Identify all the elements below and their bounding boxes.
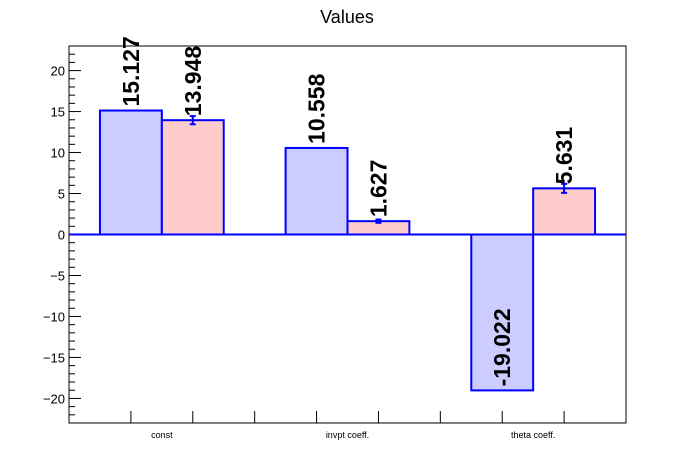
- y-tick-label: 20: [51, 64, 65, 79]
- bars: [98, 109, 597, 392]
- bar: [160, 119, 225, 236]
- y-tick-label: −20: [43, 391, 65, 406]
- data-label: -19.022: [489, 308, 515, 386]
- y-tick-label: 15: [51, 105, 65, 120]
- data-label: 15.127: [118, 36, 144, 106]
- y-tick-label: −5: [50, 268, 65, 283]
- chart-title: Values: [320, 7, 374, 27]
- data-labels: 15.127 10.558 -19.022 13.948 1.627 5.631: [118, 36, 577, 386]
- error-bars: [189, 115, 568, 224]
- data-label: 13.948: [180, 46, 206, 117]
- bar: [284, 146, 349, 236]
- y-tick-label: 5: [58, 187, 65, 202]
- category-label: const: [151, 430, 173, 440]
- data-label: 10.558: [304, 73, 330, 144]
- y-tick-label: 0: [58, 228, 65, 243]
- x-axis: const invpt coeff. theta coeff.: [130, 411, 565, 440]
- bar: [98, 109, 163, 236]
- bar: [532, 187, 597, 236]
- y-axis: −20 −15 −10 −5 0 5 10 15 20: [43, 45, 81, 424]
- data-label: 5.631: [551, 127, 577, 185]
- category-label: theta coeff.: [511, 430, 555, 440]
- y-tick-label: −15: [43, 350, 65, 365]
- data-label: 1.627: [365, 160, 391, 218]
- category-label: invpt coeff.: [326, 430, 369, 440]
- y-tick-label: 10: [51, 146, 65, 161]
- y-tick-label: −10: [43, 309, 65, 324]
